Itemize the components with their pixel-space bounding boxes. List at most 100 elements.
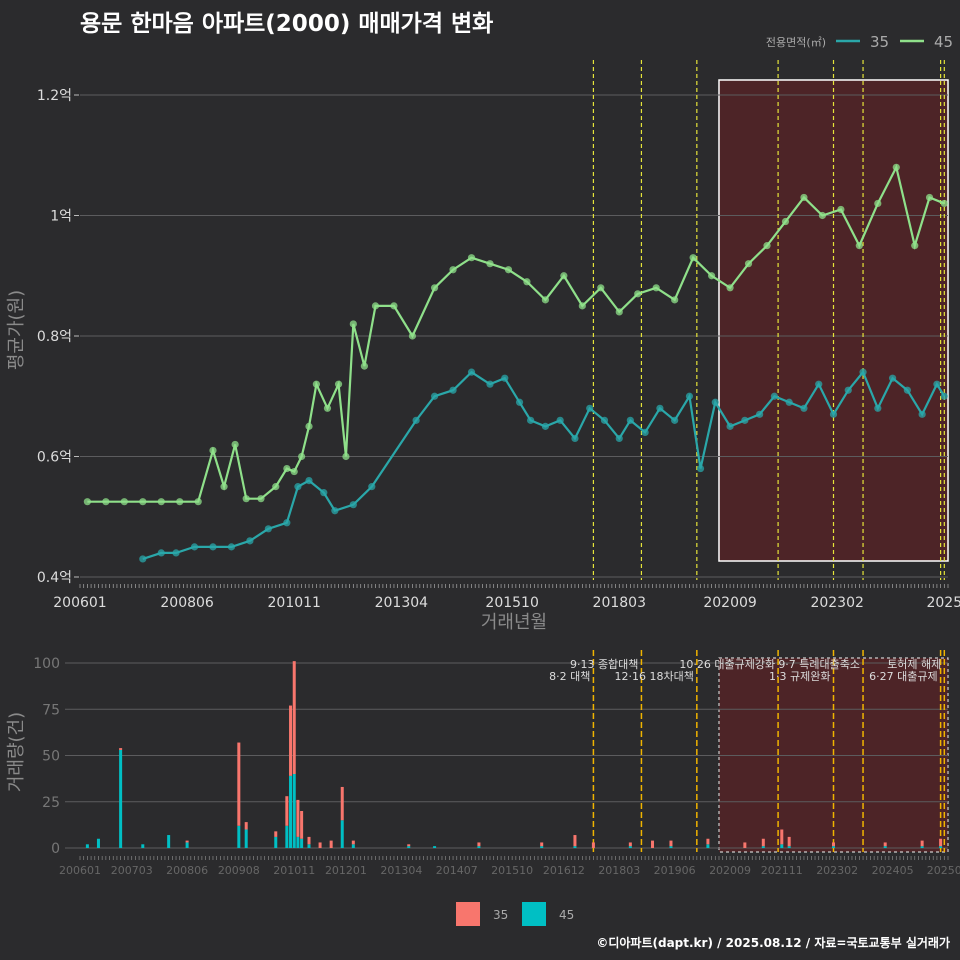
x-tick-label: 200601 — [53, 595, 106, 611]
bar-45 — [300, 838, 304, 848]
bar-45 — [407, 846, 411, 848]
series-45-point — [430, 284, 439, 292]
x-tick-label-bottom: 200806 — [166, 864, 208, 877]
bar-35 — [274, 831, 278, 837]
series-35-point — [515, 398, 524, 406]
series-45-point — [837, 205, 845, 214]
bar-45 — [85, 844, 89, 848]
x-tick-label: 200806 — [160, 595, 214, 611]
series-35-point — [685, 392, 694, 400]
bar-45 — [831, 846, 835, 848]
bar-45 — [920, 846, 924, 848]
series-35-point — [227, 543, 236, 551]
policy-label: 1·3 규제완화 — [769, 670, 830, 683]
bar-35 — [591, 842, 595, 848]
series-45-point — [349, 320, 357, 328]
series-45-point — [925, 193, 934, 202]
bar-45 — [761, 846, 765, 848]
series-35-point — [283, 519, 291, 527]
series-35-point — [368, 483, 376, 491]
bar-35 — [307, 836, 311, 845]
series-35-point — [541, 422, 549, 430]
y-tick-label-bottom: 75 — [42, 702, 60, 718]
y-tick-label: 0.4억 — [37, 570, 72, 586]
bar-35 — [573, 835, 577, 847]
series-45-point — [220, 483, 228, 491]
series-35-point — [785, 398, 793, 406]
series-45-point — [209, 446, 217, 455]
series-35-point — [586, 404, 594, 412]
series-35-point — [501, 374, 509, 382]
series-45-point — [940, 199, 948, 208]
series-35-point — [331, 507, 339, 515]
bar-35 — [351, 840, 355, 845]
bar-45 — [477, 846, 481, 848]
bar-35 — [289, 705, 293, 776]
bar-45 — [883, 846, 887, 848]
y-tick-label: 1.2억 — [37, 88, 72, 104]
x-tick-label: 202009 — [703, 595, 756, 611]
y-tick-label-bottom: 0 — [51, 841, 60, 857]
policy-label: 8·2 대책 — [549, 670, 590, 683]
series-45-point — [726, 284, 734, 292]
bar-45 — [274, 836, 278, 848]
series-45-point — [342, 452, 350, 461]
series-45-point — [671, 296, 679, 304]
x-tick-label-bottom: 202302 — [816, 864, 858, 877]
bar-45 — [185, 842, 189, 848]
series-45-point — [652, 284, 660, 292]
series-45-point — [390, 302, 398, 310]
x-tick-label: 201510 — [485, 595, 538, 611]
series-45-point — [102, 498, 110, 506]
series-35-point — [626, 416, 634, 424]
bar-35 — [300, 811, 304, 839]
series-45-point — [334, 380, 343, 388]
y-tick-label: 1억 — [50, 209, 72, 225]
bar-45 — [787, 846, 791, 848]
bar-45 — [244, 829, 248, 848]
bar-45 — [167, 835, 171, 848]
series-45-point — [578, 302, 586, 310]
series-35-point — [190, 543, 199, 551]
bar-35 — [540, 842, 544, 847]
series-45-point — [231, 440, 239, 449]
bar-45 — [780, 844, 784, 848]
policy-label: 9·13 종합대책 — [570, 658, 638, 671]
series-45-point — [892, 163, 900, 171]
series-35-point — [656, 404, 664, 412]
bar-35 — [628, 842, 632, 847]
series-35-point — [172, 549, 180, 557]
policy-label: 12·16 18차대책 — [614, 670, 693, 683]
series-35-point — [600, 416, 609, 424]
bar-45 — [289, 775, 293, 848]
series-45-point — [689, 254, 697, 262]
series-35-point — [726, 422, 734, 430]
series-35-point — [711, 398, 719, 406]
bar-35 — [318, 842, 322, 848]
series-45-point — [541, 296, 549, 304]
series-45-point — [408, 332, 417, 340]
series-45-point — [312, 380, 320, 388]
bar-45 — [307, 844, 311, 848]
series-35-point — [556, 416, 564, 424]
x-tick-label: 201803 — [593, 595, 646, 611]
series-35-point — [430, 392, 439, 400]
series-45-point — [800, 193, 808, 202]
series-45-point — [83, 498, 91, 506]
series-35-point — [800, 404, 808, 412]
x-tick-label-bottom: 201407 — [436, 864, 478, 877]
series-45-point — [242, 495, 250, 503]
series-45-point — [818, 211, 827, 220]
bar-45 — [237, 825, 241, 848]
series-35-point — [527, 416, 535, 424]
series-45-point — [874, 199, 882, 208]
series-45-point — [597, 284, 605, 292]
series-45-point — [272, 483, 280, 491]
x-tick-label: 202302 — [810, 595, 863, 611]
series-45-point — [139, 498, 147, 506]
legend-label-bottom-35: 35 — [493, 908, 508, 922]
bar-35 — [743, 842, 747, 848]
y-tick-label-bottom: 50 — [42, 749, 60, 765]
series-35-point — [467, 368, 476, 376]
